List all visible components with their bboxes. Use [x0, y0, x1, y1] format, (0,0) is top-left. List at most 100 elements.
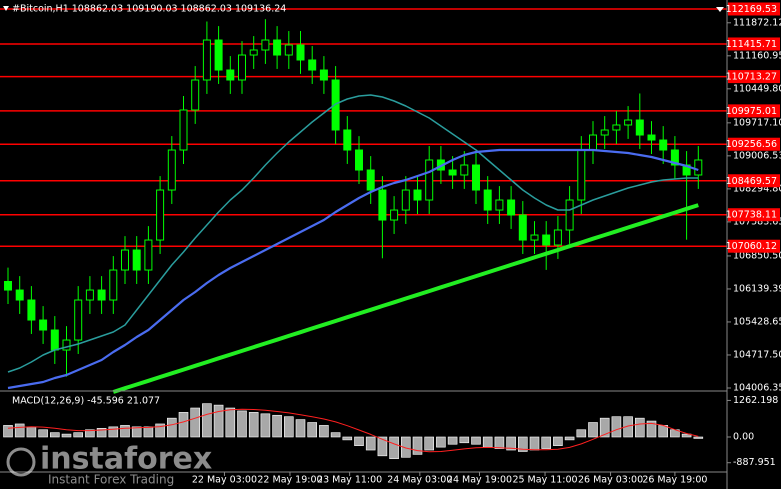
candle-body — [542, 234, 551, 246]
level-label-box — [728, 2, 780, 16]
macd-bar — [202, 403, 212, 438]
y-tick-label: 105428.65 — [733, 316, 781, 327]
macd-bar — [14, 423, 25, 438]
macd-bar — [190, 407, 200, 438]
candle-body — [39, 319, 48, 331]
candle-body — [85, 289, 94, 301]
macd-bar — [506, 436, 516, 451]
candle-body — [612, 124, 621, 131]
macd-bar — [167, 417, 177, 438]
candle-body — [413, 189, 422, 201]
macd-bar — [26, 426, 37, 438]
macd-bar — [494, 436, 505, 449]
macd-bar — [295, 419, 306, 438]
candle-body — [355, 149, 363, 171]
candle-body — [343, 129, 352, 151]
macd-bar — [354, 436, 364, 446]
candle-body — [97, 289, 106, 301]
y-tick-label: 106850.50 — [733, 250, 781, 261]
x-tick-label: 24 May 03:00 — [387, 475, 452, 486]
x-tick-label: 23 May 11:00 — [317, 475, 382, 486]
level-label-box — [728, 104, 780, 118]
moving-average — [7, 94, 699, 373]
plot-area — [0, 8, 731, 464]
candle-body — [249, 49, 258, 56]
candle-body — [179, 109, 188, 151]
candle-body — [624, 119, 633, 126]
y-tick-label: 104006.35 — [733, 382, 781, 393]
candle-body — [296, 44, 305, 61]
candle-body — [507, 199, 516, 216]
macd-bar — [459, 436, 470, 444]
candle-body — [74, 299, 83, 341]
level-label: 109975.01 — [726, 106, 777, 117]
candle-body — [600, 129, 609, 136]
x-tick-label: 24 May 19:00 — [447, 475, 512, 486]
y-tick-label: 111160.95 — [733, 50, 781, 61]
candle-body — [694, 159, 703, 176]
candle-body — [553, 229, 562, 246]
y-tick-label: 106139.39 — [733, 283, 781, 294]
candle-body — [238, 54, 246, 81]
candle-body — [495, 199, 504, 211]
moving-average — [7, 148, 699, 390]
moving-average — [112, 203, 699, 394]
macd-bar — [482, 436, 493, 448]
level-label: 107060.12 — [726, 241, 777, 252]
macd-bar — [330, 432, 341, 438]
macd-bar — [260, 413, 271, 438]
x-tick-label: 26 May 19:00 — [642, 475, 707, 486]
macd-bar — [307, 422, 318, 438]
menu-arrow — [3, 6, 9, 11]
macd-bar — [576, 429, 587, 438]
macd-bar — [61, 433, 72, 438]
macd-bar — [400, 436, 411, 458]
macd-bar — [49, 432, 60, 438]
macd-bar — [529, 436, 540, 451]
candle-body — [448, 169, 457, 176]
y-tick-label: 0.00 — [733, 431, 754, 442]
candle-body — [635, 119, 644, 136]
scroll-arrow — [716, 7, 724, 12]
candle-body — [319, 69, 328, 81]
macd-bar — [73, 432, 83, 438]
y-tick-label: 108294.80 — [733, 183, 781, 194]
candle-body — [659, 139, 668, 151]
candle-body — [214, 39, 223, 71]
y-tick-label: 104717.50 — [733, 349, 781, 360]
watermark: instaforex Instant Forex Trading — [6, 442, 212, 487]
candle-body — [483, 189, 492, 211]
macd-bar — [389, 436, 399, 460]
watermark-brand: instaforex — [40, 442, 212, 477]
y-tick-label: -887.951 — [733, 457, 776, 468]
macd-bar — [599, 417, 610, 438]
candle-body — [167, 149, 176, 191]
macd-bar — [634, 417, 645, 438]
level-label: 111415.71 — [726, 39, 777, 50]
candle-body — [366, 169, 375, 191]
macd-bar — [623, 416, 633, 438]
macd-bar — [365, 436, 376, 451]
macd-bar — [178, 412, 189, 438]
y-tick-label: 1262.198 — [733, 395, 778, 406]
macd-bar — [611, 416, 622, 438]
level-label: 109256.56 — [726, 139, 777, 150]
candle-body — [62, 339, 71, 351]
y-tick-label: 109717.10 — [733, 117, 781, 128]
x-tick-label: 25 May 11:00 — [512, 475, 577, 486]
level-label-box — [728, 137, 780, 151]
macd-bar — [436, 436, 446, 448]
candle-body — [401, 189, 410, 211]
macd-bar — [424, 436, 435, 451]
macd-bar — [564, 436, 575, 441]
candle-body — [577, 149, 586, 201]
macd-bar — [681, 433, 692, 438]
candle-body — [460, 164, 469, 176]
x-tick-label: 22 May 03:00 — [192, 475, 257, 486]
macd-bar — [237, 410, 247, 438]
candle-body — [425, 159, 434, 201]
macd-bar — [342, 436, 353, 441]
macd-bar — [143, 426, 154, 438]
